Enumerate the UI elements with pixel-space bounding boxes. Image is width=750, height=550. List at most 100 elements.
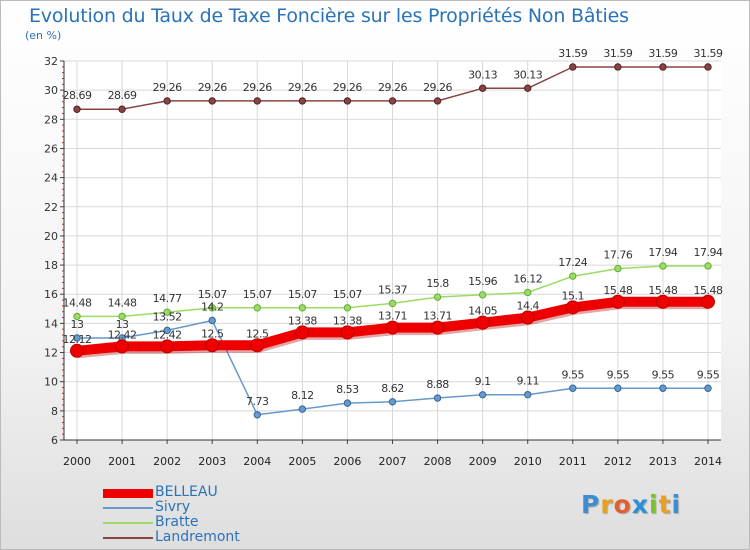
logo-letter: i <box>649 490 659 519</box>
y-tick-label: 32 <box>44 55 58 68</box>
data-label: 29.26 <box>153 81 182 94</box>
data-label: 29.26 <box>378 81 407 94</box>
data-label: 9.55 <box>562 368 585 381</box>
data-point <box>701 294 715 309</box>
data-point <box>70 343 84 358</box>
data-point <box>208 316 216 325</box>
data-point <box>478 391 487 399</box>
x-tick-label: 2010 <box>514 455 542 468</box>
data-label: 31.59 <box>694 47 723 60</box>
data-label: 28.69 <box>63 89 92 102</box>
data-label: 16.12 <box>513 272 542 285</box>
logo-letter: i <box>671 490 682 519</box>
data-point <box>520 310 535 325</box>
data-label: 15.96 <box>468 275 497 288</box>
data-label: 28.69 <box>108 89 137 102</box>
data-point <box>433 293 442 301</box>
data-label: 31.59 <box>558 47 587 60</box>
data-point <box>388 299 397 308</box>
data-label: 29.26 <box>333 81 362 94</box>
y-tick-label: 8 <box>51 405 58 418</box>
data-label: 30.13 <box>468 68 497 81</box>
data-label: 14.77 <box>153 292 182 305</box>
y-tick-label: 22 <box>44 201 58 214</box>
data-label: 13.52 <box>153 310 182 323</box>
data-label: 17.24 <box>558 256 587 269</box>
data-label: 9.55 <box>697 368 720 381</box>
data-point <box>524 288 532 297</box>
x-tick-label: 2002 <box>153 455 181 468</box>
data-point <box>704 262 712 270</box>
legend-swatch <box>103 537 153 539</box>
y-tick-label: 28 <box>44 113 58 126</box>
data-label: 17.94 <box>648 246 677 259</box>
data-point <box>208 304 216 312</box>
data-label: 15.8 <box>426 277 449 290</box>
data-point <box>115 339 130 354</box>
data-label: 9.55 <box>652 368 675 381</box>
logo-letter: P <box>581 490 601 519</box>
legend-label: Bratte <box>155 514 199 530</box>
data-point <box>388 398 397 406</box>
logo-letter: x <box>631 490 649 519</box>
series-belleau <box>70 294 715 359</box>
data-label: 12.42 <box>108 328 137 341</box>
data-point <box>433 97 442 105</box>
data-label: 12.5 <box>246 327 269 340</box>
data-point <box>73 334 81 342</box>
chart-title: Evolution du Taux de Taxe Foncière sur l… <box>29 5 629 27</box>
y-tick-label: 20 <box>44 230 58 243</box>
data-label: 15.48 <box>603 284 632 297</box>
x-tick-label: 2009 <box>469 455 497 468</box>
data-label: 14.48 <box>63 296 92 309</box>
data-label: 14.2 <box>201 300 224 313</box>
data-point <box>253 411 261 419</box>
data-point <box>163 97 171 105</box>
logo-letter: r <box>600 490 614 519</box>
data-point <box>565 300 580 315</box>
data-label: 15.37 <box>378 283 407 296</box>
data-point <box>253 304 261 312</box>
data-label: 12.42 <box>153 328 182 341</box>
data-label: 12.5 <box>201 327 224 340</box>
x-tick-label: 2007 <box>379 455 407 468</box>
data-label: 15.1 <box>562 289 585 302</box>
data-point <box>610 294 625 309</box>
data-point <box>655 294 670 309</box>
x-tick-label: 2012 <box>604 455 632 468</box>
data-point <box>298 405 307 413</box>
data-label: 13 <box>71 318 84 331</box>
data-label: 31.59 <box>603 47 632 60</box>
data-label: 13.38 <box>288 314 317 327</box>
data-label: 29.26 <box>423 81 452 94</box>
data-point <box>295 325 310 340</box>
x-tick-label: 2005 <box>288 455 316 468</box>
data-point <box>430 320 445 335</box>
data-point <box>250 338 265 353</box>
data-point <box>163 326 171 335</box>
data-label: 14.4 <box>516 300 539 313</box>
data-point <box>614 264 622 273</box>
data-point <box>524 390 532 399</box>
series-bratte <box>73 262 712 321</box>
data-point <box>569 63 577 71</box>
data-label: 14.48 <box>108 296 137 309</box>
data-point <box>659 63 667 71</box>
data-point <box>118 105 126 113</box>
data-point <box>478 291 487 299</box>
data-point <box>614 63 622 71</box>
data-label: 15.07 <box>243 288 272 301</box>
legend-swatch <box>103 522 153 524</box>
data-label: 15.48 <box>694 284 723 297</box>
data-label: 31.59 <box>648 47 677 60</box>
data-point <box>208 97 216 105</box>
data-point <box>205 338 220 353</box>
data-label: 8.88 <box>426 378 449 391</box>
logo-letter: o <box>613 490 632 519</box>
x-tick-label: 2003 <box>198 455 226 468</box>
data-label: 8.62 <box>381 382 404 395</box>
data-label: 15.07 <box>333 288 362 301</box>
data-point <box>253 97 261 105</box>
